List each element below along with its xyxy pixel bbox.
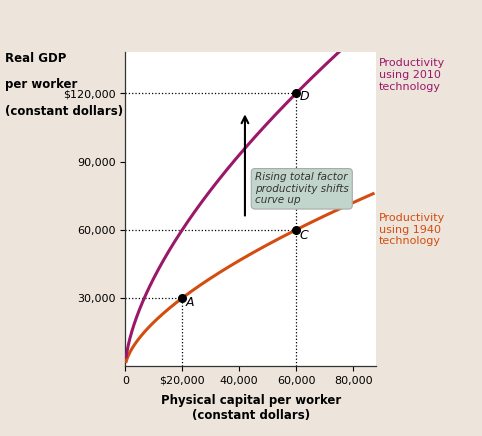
Text: Productivity
using 2010
technology: Productivity using 2010 technology xyxy=(379,58,445,92)
Text: A: A xyxy=(186,296,194,309)
X-axis label: Physical capital per worker
(constant dollars): Physical capital per worker (constant do… xyxy=(161,394,341,422)
Text: Productivity
using 1940
technology: Productivity using 1940 technology xyxy=(379,213,445,246)
Text: per worker: per worker xyxy=(5,78,77,92)
Text: D: D xyxy=(300,90,309,103)
Text: (constant dollars): (constant dollars) xyxy=(5,105,123,118)
Text: Real GDP: Real GDP xyxy=(5,52,66,65)
Text: C: C xyxy=(300,229,308,242)
Text: Rising total factor
productivity shifts
curve up: Rising total factor productivity shifts … xyxy=(255,172,348,205)
